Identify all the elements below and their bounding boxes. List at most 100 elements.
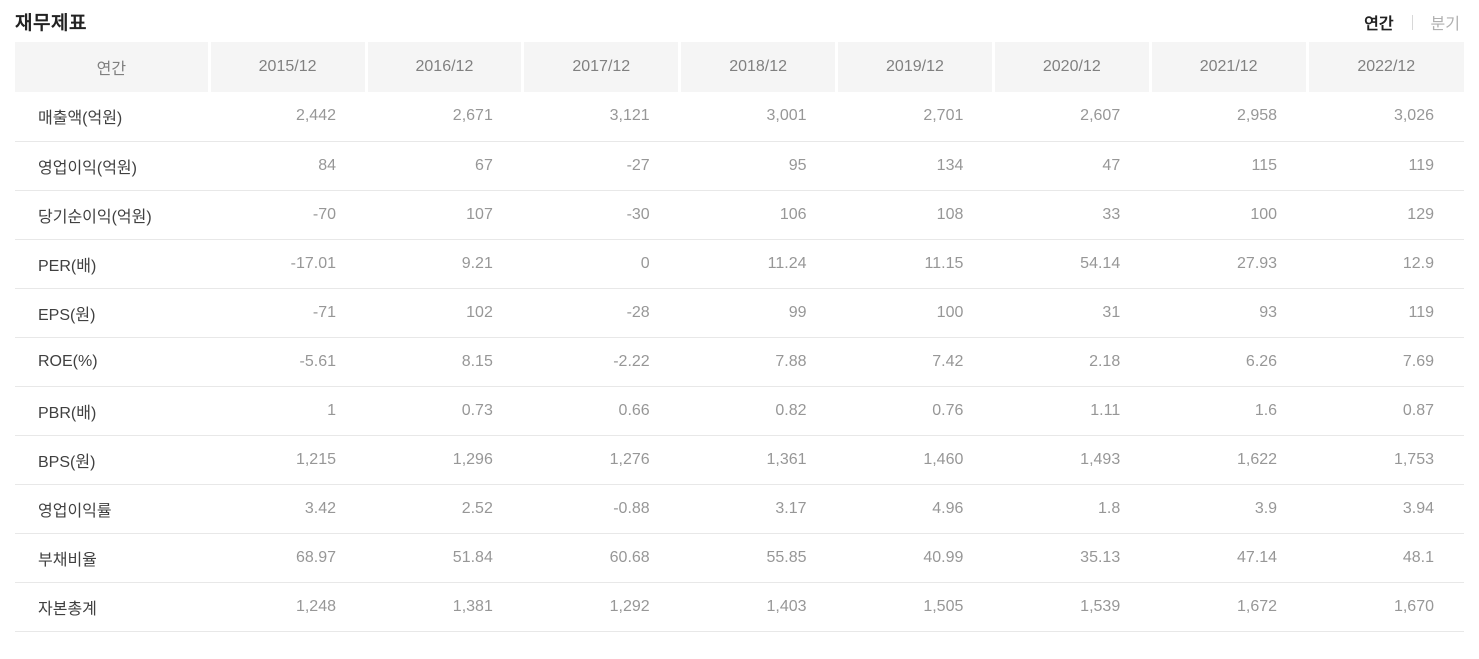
page-title: 재무제표 — [15, 13, 87, 34]
cell-value: 115 — [1150, 141, 1308, 191]
row-label: 당기순이익(억원) — [15, 190, 210, 240]
cell-value: 100 — [1150, 190, 1308, 240]
cell-value: 1,539 — [993, 582, 1151, 632]
financial-table-body: 매출액(억원) 2,442 2,671 3,121 3,001 2,701 2,607 2,9… — [15, 92, 1464, 632]
cell-value: -0.88 — [522, 484, 680, 534]
cell-value: 3,001 — [679, 92, 837, 142]
table-row: 매출액(억원) 2,442 2,671 3,121 3,001 2,701 2,607 2,9… — [15, 92, 1464, 142]
row-label: 영업이익률 — [15, 484, 210, 534]
tab-quarterly[interactable]: 분기 — [1430, 16, 1460, 33]
cell-value: -30 — [522, 190, 680, 240]
cell-value: 95 — [679, 141, 837, 191]
table-row: PER(배) -17.01 9.21 0 11.24 11.15 54.14 27.93 12.… — [15, 239, 1464, 289]
cell-value: 99 — [679, 288, 837, 338]
cell-value: 93 — [1150, 288, 1308, 338]
financial-table-header: 연간 2015/12 2016/12 2017/12 2018/12 2019/12 202… — [15, 42, 1464, 92]
row-label: 자본총계 — [15, 582, 210, 632]
cell-value: -28 — [522, 288, 680, 338]
cell-value: 119 — [1307, 141, 1464, 191]
cell-value: -71 — [209, 288, 366, 338]
cell-value: 1,381 — [366, 582, 523, 632]
cell-value: 1,753 — [1307, 435, 1464, 485]
cell-value: 107 — [366, 190, 523, 240]
column-header: 2019/12 — [835, 42, 994, 92]
cell-value: 2,442 — [209, 92, 366, 142]
top-bar: 재무제표 연간 분기 — [15, 0, 1464, 42]
cell-value: 11.15 — [836, 239, 994, 289]
cell-value: 1,670 — [1307, 582, 1464, 632]
cell-value: 1,248 — [209, 582, 366, 632]
cell-value: 129 — [1307, 190, 1464, 240]
cell-value: 106 — [679, 190, 837, 240]
cell-value: 12.9 — [1307, 239, 1464, 289]
period-toggle: 연간 분기 — [1360, 8, 1464, 34]
table-row: 자본총계 1,248 1,381 1,292 1,403 1,505 1,539 1,672 1… — [15, 582, 1464, 632]
cell-value: 2.52 — [366, 484, 523, 534]
cell-value: 68.97 — [209, 533, 366, 583]
cell-value: 11.24 — [679, 239, 837, 289]
cell-value: 1,672 — [1150, 582, 1308, 632]
row-label: 매출액(억원) — [15, 92, 210, 142]
cell-value: -27 — [522, 141, 680, 191]
cell-value: 1,403 — [679, 582, 837, 632]
cell-value: 8.15 — [366, 337, 523, 387]
cell-value: 119 — [1307, 288, 1464, 338]
row-label: EPS(원) — [15, 288, 210, 338]
tab-annual[interactable]: 연간 — [1364, 16, 1394, 33]
table-row: ROE(%) -5.61 8.15 -2.22 7.88 7.42 2.18 6.26 7.69 — [15, 337, 1464, 387]
cell-value: 27.93 — [1150, 239, 1308, 289]
cell-value: 33 — [993, 190, 1151, 240]
cell-value: 0 — [522, 239, 680, 289]
cell-value: 9.21 — [366, 239, 523, 289]
column-header: 연간 — [15, 42, 210, 92]
cell-value: 1,215 — [209, 435, 366, 485]
column-header: 2015/12 — [207, 42, 366, 92]
cell-value: 47 — [993, 141, 1151, 191]
cell-value: 55.85 — [679, 533, 837, 583]
row-label: PER(배) — [15, 239, 210, 289]
cell-value: 3,121 — [522, 92, 680, 142]
cell-value: 3,026 — [1307, 92, 1464, 142]
cell-value: -70 — [209, 190, 366, 240]
financial-table: 연간 2015/12 2016/12 2017/12 2018/12 2019/12 202… — [15, 42, 1464, 632]
cell-value: 35.13 — [993, 533, 1151, 583]
cell-value: 0.87 — [1307, 386, 1464, 436]
cell-value: 2,671 — [366, 92, 523, 142]
table-row: 부채비율 68.97 51.84 60.68 55.85 40.99 35.13 47.14 4… — [15, 533, 1464, 583]
header-row: 연간 2015/12 2016/12 2017/12 2018/12 2019/12 202… — [15, 42, 1464, 92]
cell-value: 6.26 — [1150, 337, 1308, 387]
column-header: 2017/12 — [521, 42, 680, 92]
table-row: PBR(배) 1 0.73 0.66 0.82 0.76 1.11 1.6 0.87 — [15, 386, 1464, 436]
cell-value: 40.99 — [836, 533, 994, 583]
table-row: 영업이익(억원) 84 67 -27 95 134 47 115 119 — [15, 141, 1464, 191]
cell-value: 0.82 — [679, 386, 837, 436]
cell-value: 1,292 — [522, 582, 680, 632]
cell-value: 47.14 — [1150, 533, 1308, 583]
cell-value: 1,361 — [679, 435, 837, 485]
cell-value: 2,701 — [836, 92, 994, 142]
row-label: PBR(배) — [15, 386, 210, 436]
column-header: 2016/12 — [364, 42, 523, 92]
cell-value: 3.9 — [1150, 484, 1308, 534]
cell-value: 1.6 — [1150, 386, 1308, 436]
cell-value: 1,296 — [366, 435, 523, 485]
row-label: BPS(원) — [15, 435, 210, 485]
table-row: EPS(원) -71 102 -28 99 100 31 93 119 — [15, 288, 1464, 338]
toggle-divider — [1411, 14, 1413, 30]
table-row: 당기순이익(억원) -70 107 -30 106 108 33 100 129 — [15, 190, 1464, 240]
row-label: ROE(%) — [15, 337, 210, 387]
cell-value: 0.66 — [522, 386, 680, 436]
row-label: 영업이익(억원) — [15, 141, 210, 191]
column-header: 2021/12 — [1148, 42, 1308, 92]
cell-value: 54.14 — [993, 239, 1151, 289]
cell-value: 1,276 — [522, 435, 680, 485]
cell-value: 1,493 — [993, 435, 1151, 485]
cell-value: 60.68 — [522, 533, 680, 583]
cell-value: -5.61 — [209, 337, 366, 387]
cell-value: 1.11 — [993, 386, 1151, 436]
cell-value: 1.8 — [993, 484, 1151, 534]
cell-value: 2,607 — [993, 92, 1151, 142]
cell-value: 3.17 — [679, 484, 837, 534]
cell-value: -2.22 — [522, 337, 680, 387]
cell-value: 7.42 — [836, 337, 994, 387]
